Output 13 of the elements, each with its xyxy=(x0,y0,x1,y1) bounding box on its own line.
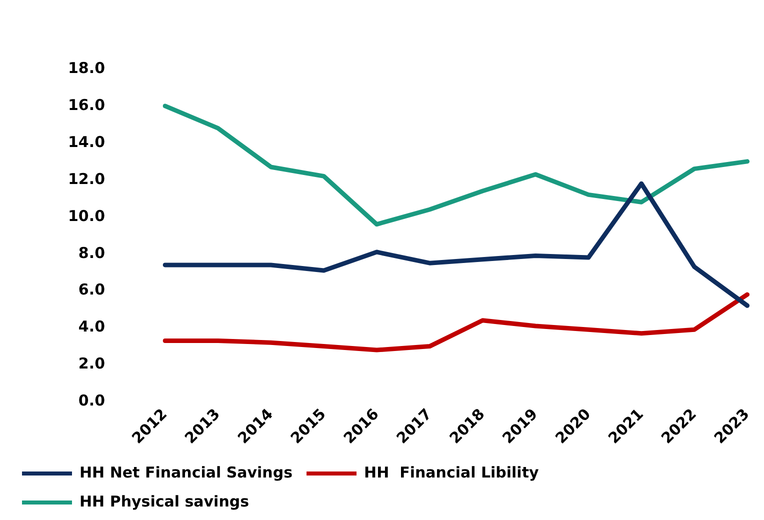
y-tick-label: 2.0 xyxy=(78,354,106,373)
y-tick-label: 14.0 xyxy=(68,132,106,151)
y-tick-label: 16.0 xyxy=(68,96,106,114)
y-tick-label: 6.0 xyxy=(78,280,106,299)
legend-label: HH Net Financial Savings xyxy=(80,463,293,482)
y-tick-label: 4.0 xyxy=(78,318,106,336)
legend-label: HH Physical savings xyxy=(80,492,250,510)
y-tick-label: 0.0 xyxy=(78,392,106,410)
y-tick-label: 10.0 xyxy=(68,206,106,225)
legend-label: HH Financial Libility xyxy=(364,463,539,482)
y-tick-label: 12.0 xyxy=(68,170,106,188)
y-tick-label: 18.0 xyxy=(68,58,106,77)
y-tick-label: 8.0 xyxy=(78,244,106,262)
